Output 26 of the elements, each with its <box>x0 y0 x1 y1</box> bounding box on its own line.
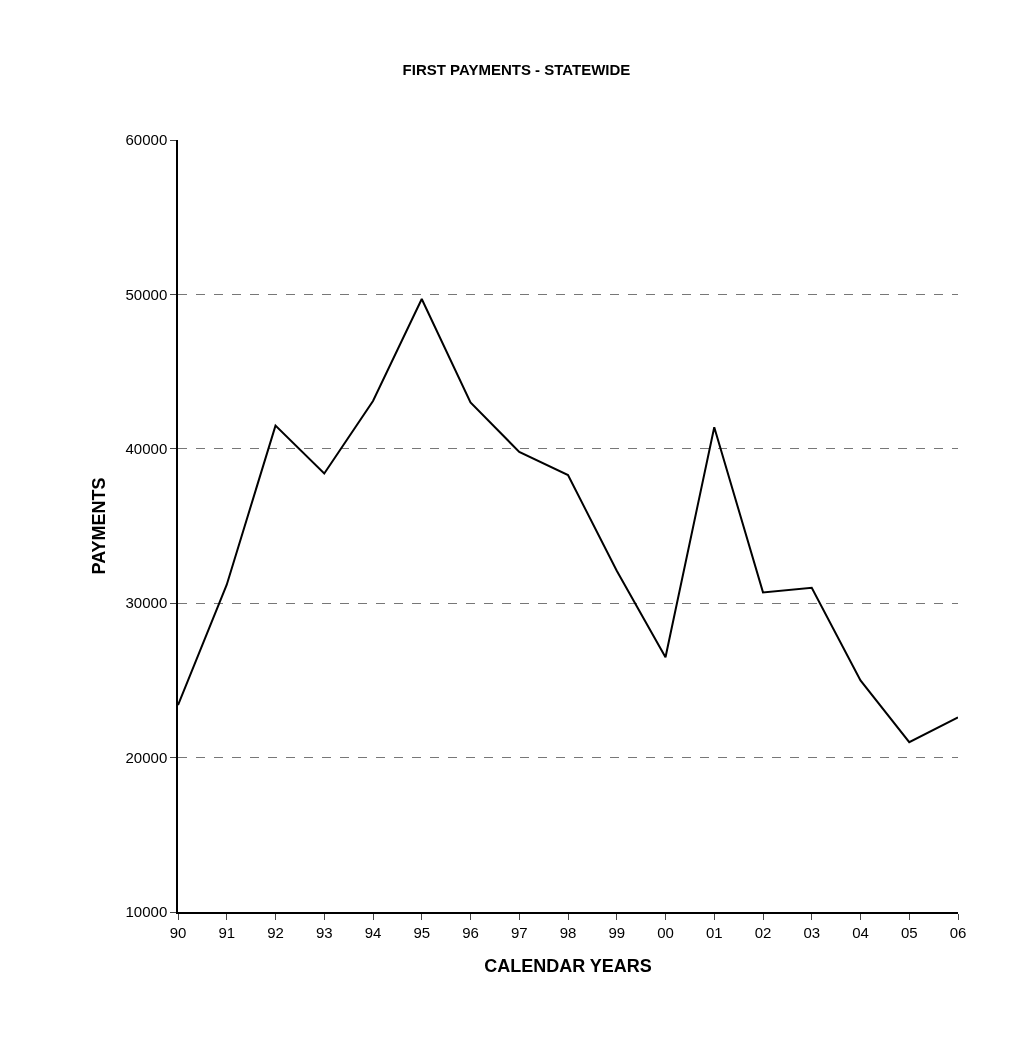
y-tick-label: 30000 <box>125 594 168 612</box>
x-axis-title: CALENDAR YEARS <box>484 956 652 977</box>
x-tick-label: 04 <box>852 923 869 941</box>
x-tick-label: 05 <box>900 923 918 941</box>
x-tick-label: 95 <box>413 923 431 941</box>
x-tick-label: 02 <box>754 923 772 941</box>
x-tick-label: 98 <box>559 923 577 941</box>
y-tick-label: 40000 <box>125 440 168 458</box>
y-tick-label: 10000 <box>125 903 168 921</box>
x-tick-label: 06 <box>949 923 967 941</box>
y-tick-label: 50000 <box>125 285 168 303</box>
y-axis-title: PAYMENTS <box>89 477 110 575</box>
x-tick-label: 91 <box>218 923 236 941</box>
x-tick-label: 01 <box>705 923 723 941</box>
x-tick-label: 92 <box>267 923 284 941</box>
y-tick-label: 20000 <box>125 748 168 766</box>
y-tick-label: 60000 <box>125 131 168 149</box>
x-tick-label: 93 <box>315 923 333 941</box>
x-tick-label: 00 <box>657 923 674 941</box>
chart-title: FIRST PAYMENTS - STATEWIDE <box>402 61 631 79</box>
x-tick-label: 96 <box>462 923 479 941</box>
x-tick-label: 99 <box>608 923 626 941</box>
x-tick-label: 90 <box>169 923 187 941</box>
x-tick-label: 97 <box>510 923 528 941</box>
x-tick-label: 03 <box>803 923 821 941</box>
x-tick-label: 94 <box>364 923 382 941</box>
